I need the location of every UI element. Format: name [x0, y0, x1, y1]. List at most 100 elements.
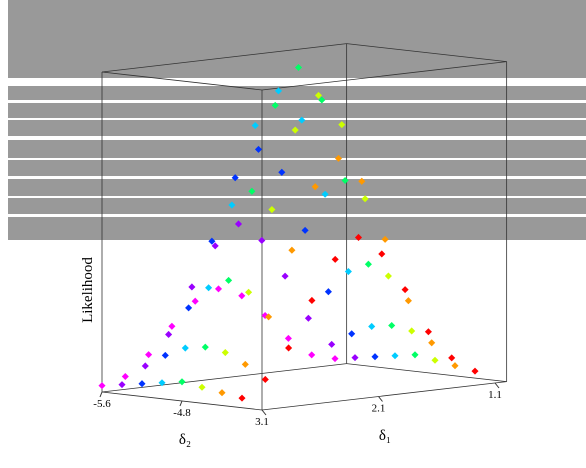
- x-tick-label: 1.1: [488, 389, 502, 401]
- point: [231, 174, 239, 182]
- point: [188, 283, 196, 291]
- point: [268, 206, 276, 214]
- render-glitch: [8, 0, 586, 240]
- point: [238, 394, 246, 402]
- point: [381, 235, 389, 243]
- point: [118, 381, 126, 389]
- y-axis-label: δ₂: [179, 432, 191, 448]
- point: [265, 313, 273, 321]
- point: [258, 236, 266, 244]
- point: [411, 351, 419, 359]
- y-tick: [99, 391, 103, 398]
- point: [285, 344, 293, 352]
- point: [431, 356, 439, 364]
- point: [391, 352, 399, 360]
- y-tick-label: -4.8: [173, 407, 191, 419]
- point: [254, 145, 263, 153]
- point: [448, 354, 456, 362]
- point: [208, 237, 216, 245]
- point: [274, 87, 283, 95]
- x-tick: [378, 396, 383, 402]
- point: [291, 126, 299, 134]
- box-edge: [346, 363, 507, 383]
- point: [471, 367, 479, 375]
- point: [191, 297, 199, 305]
- point: [364, 260, 372, 268]
- point: [388, 321, 396, 330]
- x-tick: [494, 382, 500, 389]
- point: [241, 360, 249, 368]
- point: [408, 327, 416, 335]
- point: [158, 379, 166, 387]
- box-edge: [101, 43, 347, 73]
- point: [221, 349, 229, 357]
- point: [145, 351, 153, 359]
- point: [361, 195, 369, 203]
- point: [368, 322, 376, 330]
- point: [314, 91, 323, 99]
- point: [225, 276, 233, 284]
- point: [271, 101, 279, 109]
- point: [318, 96, 326, 104]
- point: [338, 121, 346, 129]
- point: [371, 353, 379, 361]
- point: [228, 201, 236, 209]
- z-axis-label: Likelihood: [80, 257, 96, 323]
- box-edge: [261, 381, 507, 411]
- point: [281, 272, 289, 280]
- point: [214, 285, 223, 293]
- point: [301, 226, 309, 234]
- point: [168, 322, 176, 330]
- point: [451, 362, 459, 370]
- point: [138, 380, 146, 388]
- x-axis-label: δ₁: [379, 428, 391, 444]
- point: [238, 292, 246, 300]
- point: [354, 233, 363, 241]
- box-edge: [101, 71, 263, 91]
- point: [201, 343, 209, 351]
- point: [428, 339, 436, 347]
- x-tick-label: 2.1: [372, 403, 386, 415]
- point: [334, 154, 343, 162]
- point: [424, 328, 432, 336]
- point: [384, 272, 392, 280]
- y-tick-label: -5.6: [93, 398, 111, 410]
- point: [234, 220, 243, 228]
- point: [358, 177, 366, 185]
- point: [178, 378, 186, 386]
- x-tick: [261, 409, 267, 416]
- point: [121, 372, 129, 381]
- point: [308, 296, 316, 304]
- box-edge: [346, 43, 507, 63]
- point: [261, 375, 269, 383]
- point: [98, 382, 106, 390]
- point: [311, 183, 319, 191]
- point: [304, 314, 312, 322]
- point: [401, 286, 409, 294]
- point: [165, 330, 173, 338]
- point: [331, 355, 339, 363]
- point: [331, 255, 339, 263]
- point: [205, 284, 213, 292]
- y-tick: [179, 400, 183, 407]
- point: [198, 383, 206, 391]
- box-edge: [101, 363, 347, 393]
- point: [348, 330, 356, 338]
- point: [181, 344, 189, 352]
- point: [161, 351, 169, 359]
- point: [341, 176, 349, 185]
- point: [245, 288, 253, 296]
- point: [294, 63, 303, 72]
- point: [328, 340, 336, 348]
- point: [308, 351, 316, 359]
- point: [278, 168, 286, 176]
- point: [185, 304, 193, 312]
- box-edge: [261, 61, 507, 91]
- point: [351, 354, 359, 362]
- point: [404, 297, 412, 305]
- point: [248, 187, 256, 195]
- point: [141, 362, 149, 370]
- point: [211, 242, 219, 250]
